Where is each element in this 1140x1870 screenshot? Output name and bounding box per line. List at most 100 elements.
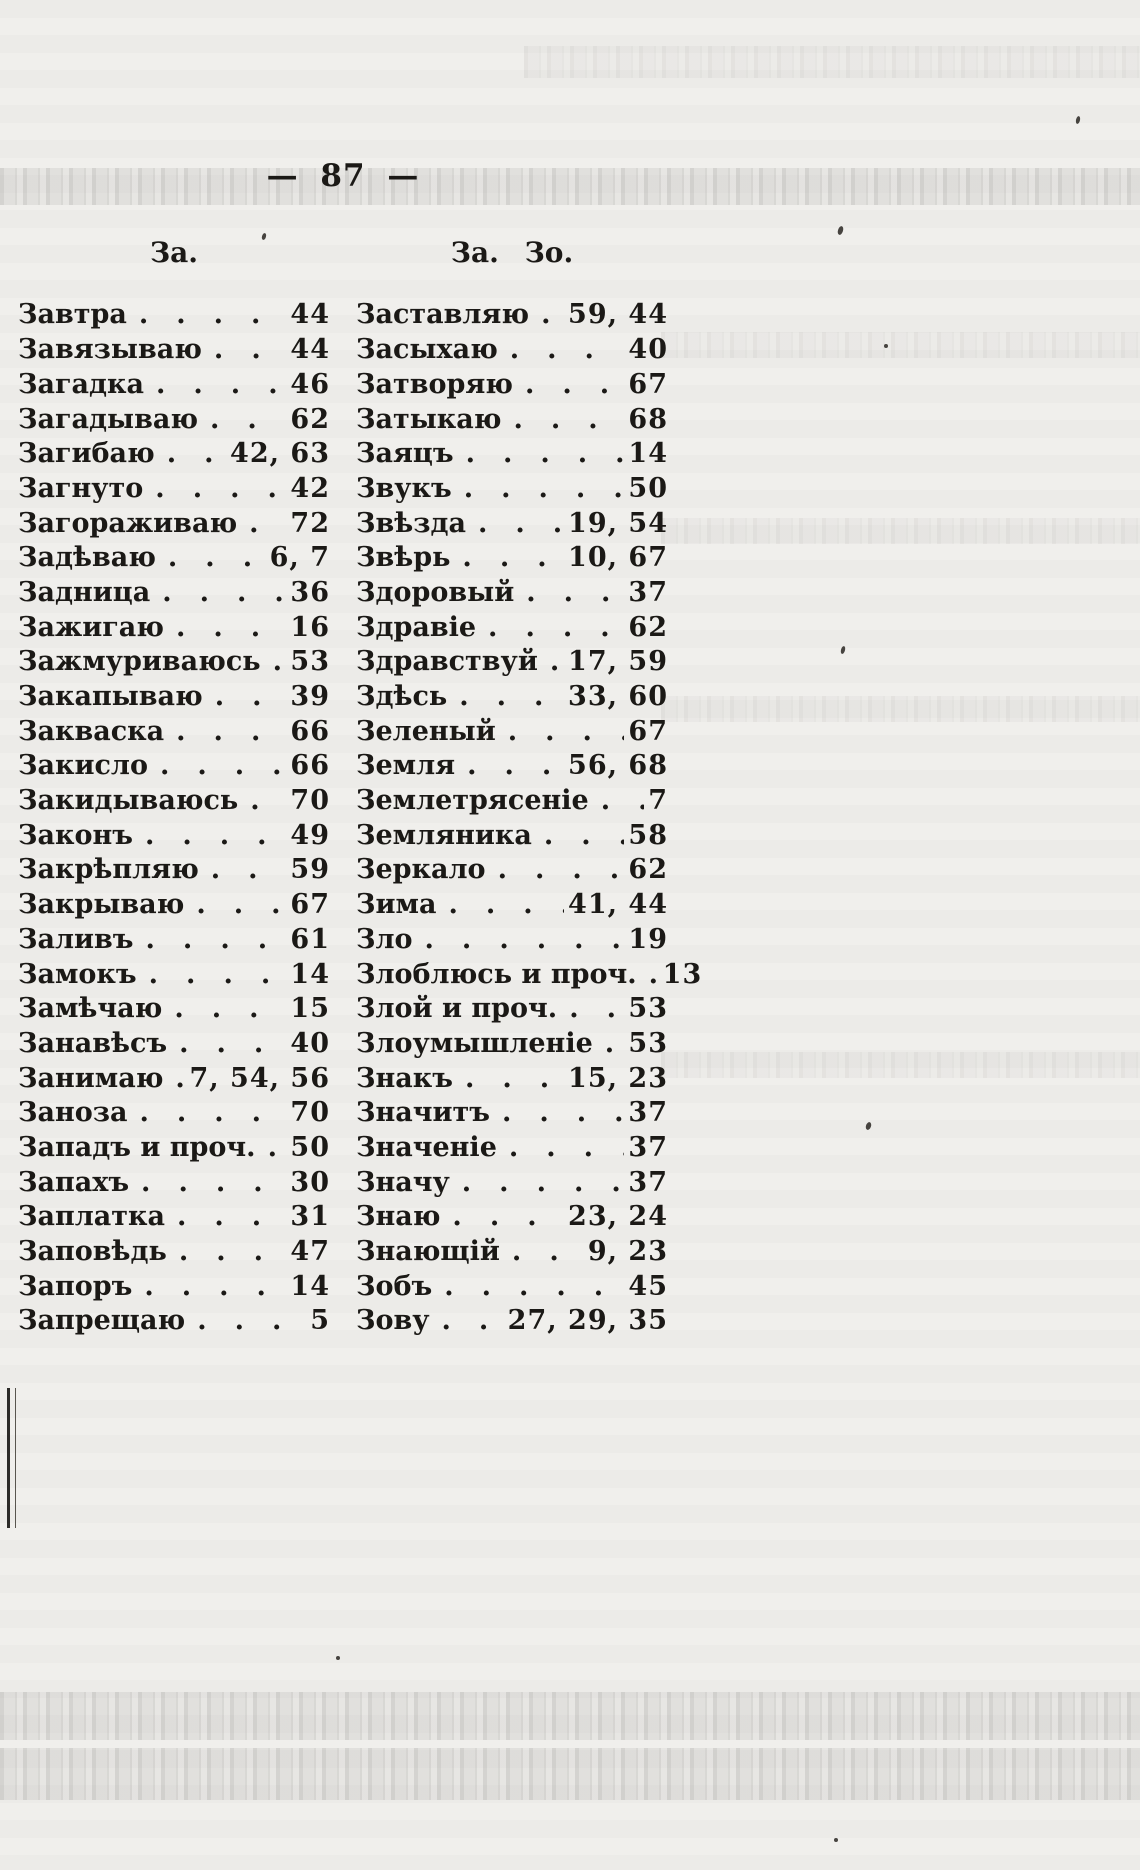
entry-word: Злоумышленіе — [356, 1027, 593, 1059]
scan-artifact-line — [7, 1388, 16, 1528]
entry-pages: 27, 29, 35 — [507, 1305, 668, 1337]
entry-pages: 50 — [290, 1131, 330, 1163]
entry-word: Запахъ — [18, 1166, 130, 1198]
entry-word: Занавѣсъ — [18, 1027, 168, 1059]
dot-leader: .............. — [145, 923, 287, 955]
entry-word: Зажигаю — [18, 611, 164, 643]
entry-pages: 62 — [628, 854, 668, 886]
index-entry-row: Загадка..............46 — [18, 368, 330, 403]
index-entry-row: Закапываю..............39 — [18, 680, 330, 715]
entry-pages: 49 — [290, 819, 330, 851]
dot-leader: .............. — [543, 819, 625, 851]
entry-word: Завязываю — [18, 334, 202, 366]
scan-speck — [840, 645, 846, 655]
index-entry-row: Знакъ..............15, 23 — [356, 1062, 668, 1097]
entry-pages: 47 — [290, 1236, 330, 1268]
index-entry-row: Значитъ..............37 — [356, 1096, 668, 1131]
entry-word: Задѣваю — [18, 542, 156, 574]
entry-word: Здоровый — [356, 576, 515, 608]
entry-word: Закрываю — [18, 889, 185, 921]
scan-speck — [834, 1838, 838, 1842]
index-entry-row: Злой и проч...............53 — [356, 992, 668, 1027]
entry-word: Знакъ — [356, 1062, 453, 1094]
index-entry-row: Звѣзда..............19, 54 — [356, 507, 668, 542]
entry-word: Заливъ — [18, 923, 134, 955]
dot-leader: .............. — [526, 576, 624, 608]
dot-leader: .............. — [593, 1027, 625, 1062]
entry-pages: 37 — [628, 1131, 668, 1163]
dot-leader: .............. — [513, 403, 625, 435]
entry-pages: 14 — [290, 958, 330, 990]
dot-leader: .............. — [214, 681, 287, 713]
index-entry-row: Завязываю..............44 — [18, 333, 330, 368]
entry-pages: 50 — [628, 472, 668, 504]
entry-pages: 14 — [628, 438, 668, 470]
entry-pages: 37 — [628, 1166, 668, 1198]
entry-pages: 10, 67 — [568, 542, 668, 574]
dot-leader: .............. — [465, 438, 625, 470]
dot-leader: .............. — [179, 1027, 287, 1059]
entry-pages: 37 — [628, 576, 668, 608]
entry-pages: 17, 59 — [568, 646, 668, 678]
scan-artifact-band — [661, 1052, 1140, 1078]
index-entry-row: Закрѣпляю..............59 — [18, 853, 330, 888]
index-entry-row: Заливъ..............61 — [18, 923, 330, 958]
entry-pages: 15, 23 — [568, 1062, 668, 1094]
index-entry-row: Звѣрь..............10, 67 — [356, 541, 668, 576]
entry-pages: 23, 24 — [568, 1201, 668, 1233]
index-entry-row: Здравствуй..............17, 59 — [356, 645, 668, 680]
index-entry-row: Засыхаю..............40 — [356, 333, 668, 368]
dot-leader: .............. — [424, 923, 625, 955]
entry-word: Затворяю — [356, 368, 513, 400]
dot-leader: .............. — [477, 507, 564, 539]
dot-leader: .............. — [174, 993, 287, 1025]
index-entry-row: Закидываюсь..............70 — [18, 784, 330, 819]
dot-leader: .............. — [569, 993, 624, 1025]
entry-word: Звукъ — [356, 472, 452, 504]
entry-word: Западъ и проч. — [18, 1131, 256, 1163]
entry-word: Зеркало — [356, 854, 486, 886]
dot-leader: .............. — [538, 645, 564, 680]
entry-pages: 58 — [628, 819, 668, 851]
index-entry-row: Здравіе..............62 — [356, 611, 668, 646]
index-entry-row: Землетрясеніе..............7 — [356, 784, 668, 819]
index-entry-row: Зажмуриваюсь..............53 — [18, 645, 330, 680]
entry-word: Злой и проч. — [356, 993, 558, 1025]
dot-leader: .............. — [138, 299, 287, 331]
index-entry-row: Замѣчаю..............15 — [18, 992, 330, 1027]
index-entry-row: Запрещаю..............5 — [18, 1304, 330, 1339]
dot-leader: .............. — [529, 298, 564, 333]
entry-pages: 5 — [310, 1305, 330, 1337]
entry-pages: 61 — [290, 923, 330, 955]
entry-pages: 59, 44 — [568, 299, 668, 331]
entry-word: Загораживаю — [18, 507, 238, 539]
dot-leader: .............. — [524, 368, 624, 400]
dot-leader: .............. — [163, 1062, 185, 1097]
dot-leader: .............. — [148, 958, 287, 990]
dot-leader: .............. — [176, 715, 287, 747]
index-entry-row: Затыкаю..............68 — [356, 403, 668, 438]
entry-word: Земляника — [356, 819, 532, 851]
index-entry-row: Законъ..............49 — [18, 819, 330, 854]
dot-leader: .............. — [162, 576, 286, 608]
entry-pages: 53 — [628, 993, 668, 1025]
entry-pages: 70 — [290, 1097, 330, 1129]
entry-word: Загибаю — [18, 438, 155, 470]
entry-word: Звѣзда — [356, 507, 466, 539]
entry-word: Задница — [18, 576, 151, 608]
index-entry-row: Звукъ..............50 — [356, 472, 668, 507]
entry-word: Засыхаю — [356, 334, 498, 366]
entry-pages: 67 — [290, 889, 330, 921]
scan-artifact-band — [524, 46, 1140, 78]
index-entry-row: Заповѣдь..............47 — [18, 1235, 330, 1270]
dot-leader: .............. — [249, 507, 287, 539]
entry-word: Зима — [356, 889, 437, 921]
dot-leader: .............. — [210, 854, 287, 886]
index-entry-row: Заставляю..............59, 44 — [356, 298, 668, 333]
column-header: За. — [149, 236, 199, 270]
dot-leader: .............. — [444, 1270, 625, 1302]
index-entry-row: Зажигаю..............16 — [18, 611, 330, 646]
index-entry-row: Зло..............19 — [356, 923, 668, 958]
index-entry-row: Земля..............56, 68 — [356, 749, 668, 784]
dot-leader: .............. — [141, 1166, 286, 1198]
